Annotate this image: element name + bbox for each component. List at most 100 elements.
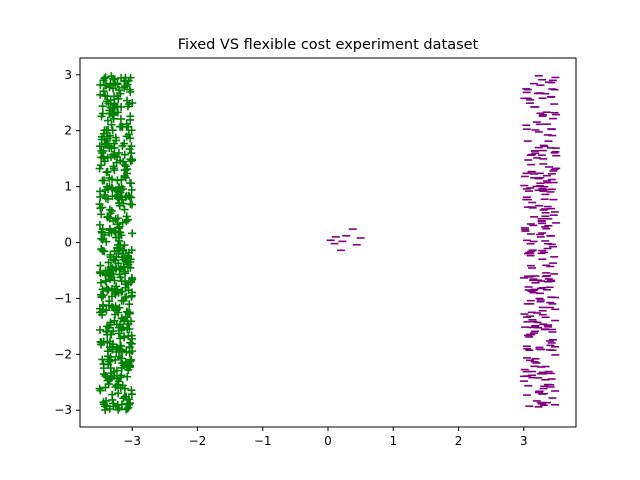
plus-point (95, 384, 104, 393)
plus-point (127, 291, 136, 300)
x-tick-label: −3 (123, 434, 141, 448)
plus-point (124, 260, 133, 269)
plus-point (127, 185, 136, 194)
plus-point (97, 278, 106, 287)
plus-point (99, 154, 108, 163)
plus-point (115, 265, 124, 274)
plus-point (120, 83, 129, 92)
y-tick-label: −1 (54, 291, 72, 305)
plus-point (123, 165, 132, 174)
plus-point (126, 115, 135, 124)
plus-point (103, 134, 112, 143)
plus-point (124, 395, 133, 404)
plus-point (123, 372, 132, 381)
y-tick-label: −3 (54, 403, 72, 417)
plus-point (109, 150, 118, 159)
plus-point (117, 73, 126, 82)
plus-point (96, 90, 105, 99)
plus-point (98, 176, 107, 185)
plus-point (121, 269, 130, 278)
plus-point (116, 354, 125, 363)
plus-point (97, 210, 106, 219)
plus-point (116, 241, 125, 250)
plus-point (122, 120, 131, 129)
plus-point (127, 390, 136, 399)
plus-point (107, 183, 116, 192)
plus-point (128, 229, 137, 238)
plus-point (121, 82, 130, 91)
plus-point (111, 233, 120, 242)
plus-point (97, 244, 106, 253)
plus-point (112, 320, 121, 329)
x-tick-label: −2 (189, 434, 207, 448)
plus-point (125, 145, 134, 154)
plus-point (106, 81, 115, 90)
plus-point (111, 290, 120, 299)
plus-point (98, 102, 107, 111)
plus-point (118, 141, 127, 150)
plus-point (116, 122, 125, 131)
plus-point (112, 347, 121, 356)
plus-point (111, 382, 120, 391)
plus-point (99, 337, 108, 346)
plus-point (120, 332, 129, 341)
plus-point (98, 235, 107, 244)
plus-point (116, 273, 125, 282)
plus-point (109, 103, 118, 112)
plus-point (114, 405, 123, 414)
plus-point (100, 140, 109, 149)
plus-point (126, 355, 135, 364)
plus-point (117, 277, 126, 286)
x-tick-label: 1 (389, 434, 397, 448)
plus-point (98, 109, 107, 118)
plus-point (100, 402, 109, 411)
plus-point (95, 142, 104, 151)
plus-point (125, 325, 134, 334)
plus-point (117, 231, 126, 240)
plus-point (105, 226, 114, 235)
axes-frame (79, 57, 577, 428)
plus-point (96, 261, 105, 270)
plus-point (120, 315, 129, 324)
plus-point (120, 150, 129, 159)
plus-point (103, 167, 112, 176)
plus-point (107, 120, 116, 129)
plus-point (110, 75, 119, 84)
plus-point (106, 250, 115, 259)
plus-point (125, 192, 134, 201)
plus-point (110, 310, 119, 319)
plus-point (121, 173, 130, 182)
plus-point (106, 352, 115, 361)
plus-point (128, 200, 137, 209)
plus-point (114, 259, 123, 268)
y-tick-label: 1 (64, 180, 72, 194)
plus-point (99, 291, 108, 300)
plus-point (95, 200, 104, 209)
plus-point (97, 228, 106, 237)
x-tick-label: 0 (324, 434, 332, 448)
plus-point (101, 266, 110, 275)
plus-point (96, 80, 105, 89)
plus-point (110, 276, 119, 285)
plus-point (122, 212, 131, 221)
plus-point (120, 160, 129, 169)
plus-point (124, 286, 133, 295)
plus-point (101, 276, 110, 285)
plot-area (95, 72, 561, 414)
plus-point (105, 357, 114, 366)
plus-point (115, 222, 124, 231)
plus-point (122, 307, 131, 316)
plus-point (126, 134, 135, 143)
plus-point (112, 136, 121, 145)
plus-point (110, 166, 119, 175)
plus-point (119, 394, 128, 403)
plus-point (104, 99, 113, 108)
plus-point (110, 92, 119, 101)
plus-point (102, 126, 111, 135)
y-axis: −3 −2 −1 0 1 2 3 (54, 68, 80, 417)
plus-point (126, 179, 135, 188)
plus-point (106, 343, 115, 352)
plus-point (112, 252, 121, 261)
y-tick-label: 2 (64, 124, 72, 138)
plus-point (114, 148, 123, 157)
